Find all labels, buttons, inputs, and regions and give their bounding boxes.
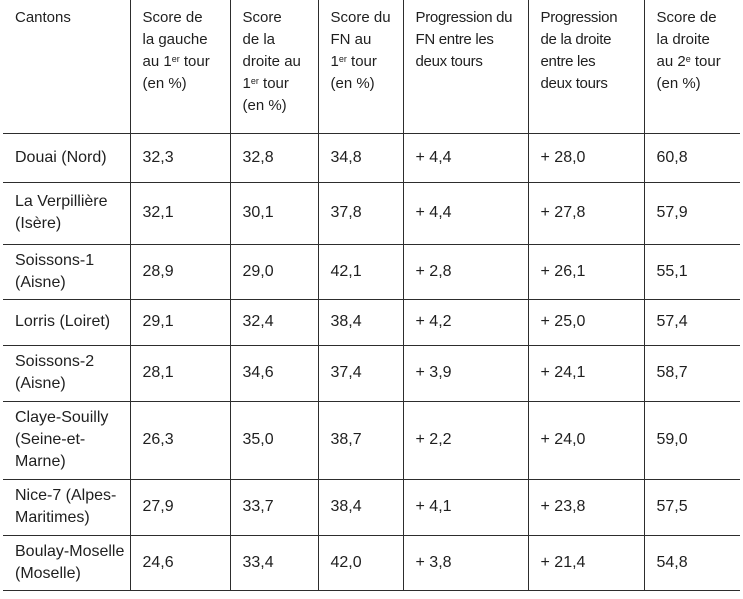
value-cell: 28,1 <box>130 345 231 401</box>
value-cell: 35,0 <box>230 401 319 479</box>
canton-cell: Boulay-Moselle (Moselle) <box>3 535 131 590</box>
value-cell: 37,8 <box>318 182 404 244</box>
table-row: La Verpillière (Isère) 32,1 30,1 37,8 + 4,4 + … <box>3 182 740 244</box>
value-cell: 33,7 <box>230 479 319 535</box>
value-cell: 38,4 <box>318 299 404 345</box>
value-cell: 32,4 <box>230 299 319 345</box>
value-cell: 24,6 <box>130 535 231 590</box>
value-cell: 30,1 <box>230 182 319 244</box>
value-cell: 32,3 <box>130 133 231 182</box>
value-cell: 27,9 <box>130 479 231 535</box>
canton-cell: Nice-7 (Alpes- Maritimes) <box>3 479 131 535</box>
table-body: Douai (Nord) 32,3 32,8 34,8 + 4,4 + 28,0 60,8 L… <box>3 133 740 590</box>
table-row: Nice-7 (Alpes- Maritimes) 27,9 33,7 38,4 + 4,… <box>3 479 740 535</box>
value-cell: + 25,0 <box>528 299 645 345</box>
value-cell: + 3,9 <box>403 345 529 401</box>
value-cell: + 28,0 <box>528 133 645 182</box>
value-cell: 37,4 <box>318 345 404 401</box>
value-cell: 57,4 <box>656 313 688 330</box>
canton-cell: Lorris (Loiret) <box>3 299 131 345</box>
table-row: Soissons-2 (Aisne) 28,1 34,6 37,4 + 3,9 + 24,1… <box>3 345 740 401</box>
value-cell: 59,0 <box>656 431 688 448</box>
cantons-table: Cantons Score de la gauche au 1er tour (en %… <box>3 0 740 591</box>
table-row: Claye-Souilly (Seine-et- Marne) 26,3 35,0 38,… <box>3 401 740 479</box>
canton-cell: Claye-Souilly (Seine-et- Marne) <box>3 401 131 479</box>
value-cell: 32,8 <box>230 133 319 182</box>
column-header-progression-fn: Progression du FN entre les deux tours <box>403 0 529 133</box>
canton-cell: Soissons-2 (Aisne) <box>3 345 131 401</box>
value-cell: + 4,1 <box>403 479 529 535</box>
value-cell: + 2,2 <box>403 401 529 479</box>
value-cell: 58,7 <box>656 364 688 381</box>
column-header-score-droite-t2: Score de la droite au 2e tour (en %) <box>656 9 721 92</box>
value-cell: 57,9 <box>656 204 688 221</box>
column-header-canton: Cantons <box>3 0 131 133</box>
column-header-score-gauche-t1: Score de la gauche au 1er tour (en %) <box>130 0 231 133</box>
table-header: Cantons Score de la gauche au 1er tour (en %… <box>3 0 740 133</box>
table-row: Douai (Nord) 32,3 32,8 34,8 + 4,4 + 28,0 60,8 <box>3 133 740 182</box>
value-cell: + 23,8 <box>528 479 645 535</box>
column-header-score-droite-t1: Score de la droite au 1er tour (en %) <box>230 0 319 133</box>
value-cell: 54,8 <box>656 553 688 571</box>
value-cell: 38,7 <box>318 401 404 479</box>
value-cell: + 2,8 <box>403 244 529 299</box>
value-cell: + 4,4 <box>403 182 529 244</box>
value-cell: + 26,1 <box>528 244 645 299</box>
value-cell: + 21,4 <box>528 535 645 590</box>
table-row: Boulay-Moselle (Moselle) 24,6 33,4 42,0 + 3,8… <box>3 535 740 590</box>
value-cell: + 24,0 <box>528 401 645 479</box>
canton-cell: Soissons-1 (Aisne) <box>3 244 131 299</box>
value-cell: + 27,8 <box>528 182 645 244</box>
value-cell: 38,4 <box>318 479 404 535</box>
value-cell: 34,8 <box>318 133 404 182</box>
value-cell: 29,0 <box>230 244 319 299</box>
value-cell: 33,4 <box>230 535 319 590</box>
value-cell: 42,1 <box>318 244 404 299</box>
value-cell: + 4,2 <box>403 299 529 345</box>
value-cell: 32,1 <box>130 182 231 244</box>
value-cell: 42,0 <box>318 535 404 590</box>
table-row: Soissons-1 (Aisne) 28,9 29,0 42,1 + 2,8 + 26,1… <box>3 244 740 299</box>
value-cell: + 3,8 <box>403 535 529 590</box>
table-header-row: Cantons Score de la gauche au 1er tour (en %… <box>3 0 740 133</box>
value-cell: + 4,4 <box>403 133 529 182</box>
canton-cell: La Verpillière (Isère) <box>3 182 131 244</box>
value-cell: 26,3 <box>130 401 231 479</box>
table-row: Lorris (Loiret) 29,1 32,4 38,4 + 4,2 + 25,0 57… <box>3 299 740 345</box>
column-header-progression-droite: Progression de la droite entre les deux tou… <box>528 0 645 133</box>
value-cell: 34,6 <box>230 345 319 401</box>
canton-cell: Douai (Nord) <box>3 133 131 182</box>
value-cell: 55,1 <box>656 262 688 280</box>
column-header-score-fn-t1: Score du FN au 1er tour (en %) <box>318 0 404 133</box>
value-cell: 60,8 <box>656 148 688 166</box>
value-cell: 29,1 <box>130 299 231 345</box>
value-cell: 57,5 <box>656 498 688 515</box>
value-cell: + 24,1 <box>528 345 645 401</box>
value-cell: 28,9 <box>130 244 231 299</box>
